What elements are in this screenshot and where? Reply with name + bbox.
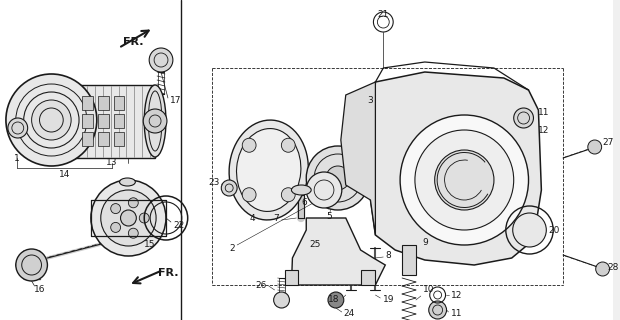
Text: 28: 28	[608, 263, 619, 273]
Bar	[98, 96, 108, 110]
Ellipse shape	[120, 178, 135, 186]
Polygon shape	[361, 270, 375, 285]
Text: 14: 14	[58, 170, 70, 179]
Bar	[82, 96, 93, 110]
Circle shape	[6, 74, 97, 166]
Text: 2: 2	[229, 244, 235, 252]
Text: 22: 22	[173, 220, 184, 229]
Text: 18: 18	[329, 295, 340, 305]
Circle shape	[8, 118, 28, 138]
Circle shape	[596, 262, 609, 276]
Circle shape	[149, 48, 173, 72]
Text: 1: 1	[14, 154, 20, 163]
Circle shape	[273, 292, 290, 308]
Text: 7: 7	[273, 213, 278, 222]
Bar	[98, 114, 108, 128]
Text: 4: 4	[249, 213, 255, 222]
Circle shape	[281, 138, 295, 152]
Text: 11: 11	[451, 308, 462, 317]
Text: 10: 10	[423, 285, 435, 294]
Circle shape	[242, 138, 256, 152]
Circle shape	[24, 92, 79, 148]
Ellipse shape	[144, 85, 166, 157]
Circle shape	[32, 100, 71, 140]
Polygon shape	[341, 82, 375, 235]
Circle shape	[242, 188, 256, 202]
Circle shape	[120, 210, 136, 226]
Polygon shape	[291, 218, 385, 285]
Text: 6: 6	[301, 197, 307, 206]
Text: 20: 20	[548, 226, 560, 235]
Bar	[113, 96, 125, 110]
Text: 24: 24	[344, 308, 355, 317]
Circle shape	[400, 115, 528, 245]
Ellipse shape	[236, 129, 301, 212]
Bar	[82, 132, 93, 146]
Circle shape	[143, 109, 167, 133]
Text: 9: 9	[423, 237, 428, 246]
Circle shape	[281, 188, 295, 202]
Polygon shape	[285, 270, 298, 285]
Bar	[82, 114, 93, 128]
Text: 13: 13	[106, 157, 117, 166]
Circle shape	[435, 150, 494, 210]
Circle shape	[415, 130, 514, 230]
Text: 8: 8	[385, 252, 391, 260]
Circle shape	[306, 172, 342, 208]
Bar	[71, 85, 155, 158]
Text: 12: 12	[538, 125, 550, 134]
Bar	[113, 132, 125, 146]
Circle shape	[429, 301, 446, 319]
Text: 17: 17	[170, 95, 182, 105]
Text: 19: 19	[383, 295, 395, 305]
Text: 11: 11	[538, 108, 550, 116]
Circle shape	[513, 213, 546, 247]
Circle shape	[111, 204, 120, 213]
Text: 16: 16	[33, 285, 45, 294]
Ellipse shape	[229, 120, 308, 220]
Circle shape	[514, 108, 533, 128]
Text: 3: 3	[368, 95, 373, 105]
Text: 27: 27	[603, 138, 614, 147]
Circle shape	[91, 180, 166, 256]
Text: 21: 21	[378, 10, 389, 19]
Circle shape	[328, 292, 344, 308]
Bar	[402, 245, 416, 275]
Bar	[113, 114, 125, 128]
Text: 15: 15	[144, 239, 156, 249]
Polygon shape	[371, 72, 541, 265]
Circle shape	[128, 228, 138, 238]
Ellipse shape	[291, 185, 311, 195]
Circle shape	[588, 140, 601, 154]
Text: FR.: FR.	[158, 268, 179, 278]
Bar	[98, 132, 108, 146]
Text: FR.: FR.	[123, 37, 144, 47]
Circle shape	[326, 166, 350, 190]
Circle shape	[221, 180, 237, 196]
Text: 5: 5	[326, 212, 332, 220]
Circle shape	[16, 249, 47, 281]
Text: 26: 26	[255, 281, 267, 290]
Text: 25: 25	[310, 239, 321, 249]
Circle shape	[327, 239, 341, 253]
Text: 23: 23	[208, 178, 219, 187]
Circle shape	[111, 222, 120, 232]
Text: 12: 12	[451, 291, 462, 300]
Circle shape	[101, 190, 156, 246]
Circle shape	[140, 213, 149, 223]
Circle shape	[306, 146, 370, 210]
Circle shape	[128, 198, 138, 208]
